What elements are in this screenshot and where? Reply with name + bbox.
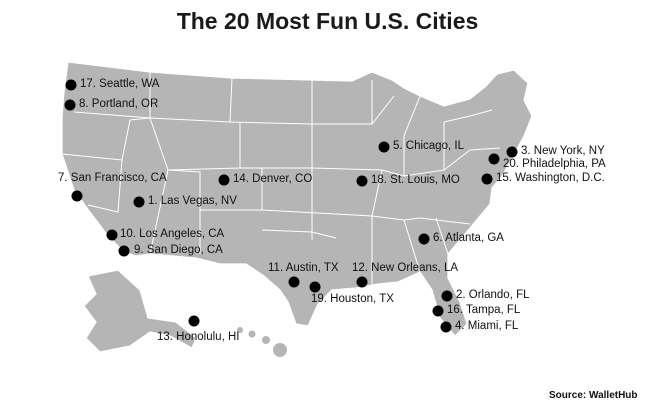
city-label-honolulu: 13. Honolulu, HI (157, 331, 240, 343)
city-label-new-york: 3. New York, NY (521, 145, 605, 157)
city-label-las-vegas: 1. Las Vegas, NV (148, 195, 237, 207)
city-label-new-orleans: 12. New Orleans, LA (352, 262, 459, 274)
city-label-chicago: 5. Chicago, IL (393, 140, 464, 152)
marker-san-francisco (71, 190, 83, 202)
city-label-st-louis: 18. St. Louis, MO (371, 174, 460, 186)
city-label-san-francisco: 7. San Francisco, CA (58, 172, 167, 184)
marker-chicago (378, 141, 390, 153)
city-label-washington-dc: 15. Washington, D.C. (496, 172, 605, 184)
marker-miami (440, 321, 452, 333)
marker-san-diego (118, 245, 130, 257)
city-label-seattle: 17. Seattle, WA (80, 78, 160, 90)
marker-los-angeles (106, 229, 118, 241)
marker-houston (309, 281, 321, 293)
marker-atlanta (418, 233, 430, 245)
contiguous-us-shape (61, 61, 533, 337)
city-label-atlanta: 6. Atlanta, GA (433, 232, 504, 244)
marker-seattle (65, 79, 77, 91)
city-label-tampa: 16. Tampa, FL (447, 304, 521, 316)
hawaii-shape (237, 327, 287, 357)
marker-las-vegas (133, 196, 145, 208)
city-label-austin: 11. Austin, TX (268, 262, 339, 274)
city-label-denver: 14. Denver, CO (233, 173, 313, 185)
marker-philadelphia (488, 153, 500, 165)
city-label-philadelphia: 20. Philadelphia, PA (503, 158, 606, 170)
city-label-los-angeles: 10. Los Angeles, CA (120, 228, 225, 240)
marker-orlando (441, 290, 453, 302)
marker-denver (218, 174, 230, 186)
alaska-shape (83, 269, 197, 353)
marker-austin (288, 276, 300, 288)
city-label-orlando: 2. Orlando, FL (456, 289, 530, 301)
source-note: Source: WalletHub (549, 390, 638, 401)
marker-portland (64, 99, 76, 111)
marker-tampa (432, 305, 444, 317)
marker-honolulu (188, 315, 200, 327)
marker-washington-dc (481, 173, 493, 185)
city-markers (64, 79, 518, 333)
marker-st-louis (356, 175, 368, 187)
state-borders (61, 72, 501, 284)
city-label-miami: 4. Miami, FL (455, 320, 519, 332)
marker-new-york (506, 146, 518, 158)
map-title: The 20 Most Fun U.S. Cities (176, 8, 479, 34)
city-label-portland: 8. Portland, OR (79, 98, 159, 110)
marker-new-orleans (356, 276, 368, 288)
city-label-houston: 19. Houston, TX (311, 293, 394, 305)
city-label-san-diego: 9. San Diego, CA (134, 244, 223, 256)
